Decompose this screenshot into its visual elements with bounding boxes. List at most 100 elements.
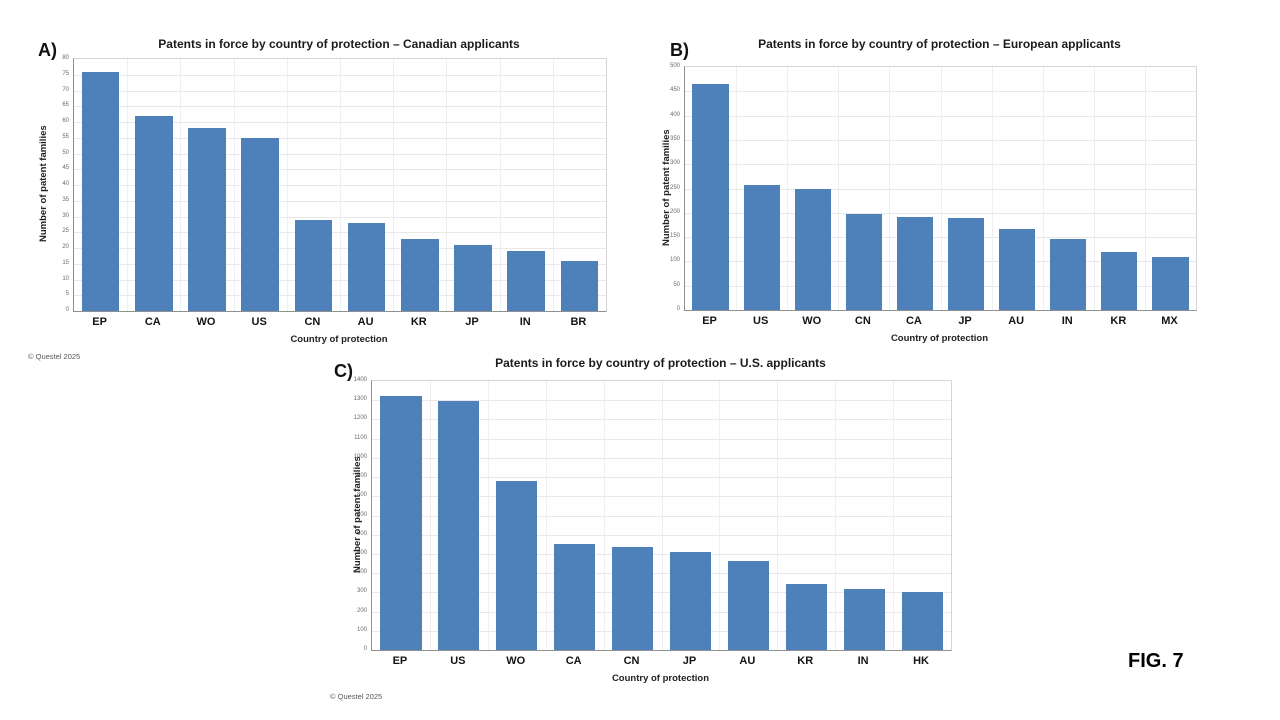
y-tick-label: 450 bbox=[669, 87, 680, 94]
bar bbox=[612, 547, 654, 650]
x-tick-label: KR bbox=[797, 655, 814, 667]
x-tick-label: JP bbox=[682, 655, 697, 667]
y-tick-label: 10 bbox=[62, 275, 69, 282]
bar bbox=[81, 71, 120, 311]
x-tick-label: EP bbox=[702, 315, 717, 327]
y-tick-label: 70 bbox=[62, 86, 69, 93]
y-tick-label: 0 bbox=[676, 306, 680, 312]
y-tick-label: 400 bbox=[669, 111, 680, 118]
bar bbox=[438, 401, 480, 650]
y-tick-label: 900 bbox=[356, 473, 367, 480]
bar bbox=[999, 228, 1036, 310]
y-tick-label: 150 bbox=[669, 233, 680, 240]
y-tick-label: 200 bbox=[356, 607, 367, 614]
gridline bbox=[429, 381, 431, 650]
bar bbox=[241, 137, 280, 311]
copyright-note: © Questel 2025 bbox=[330, 692, 383, 701]
x-tick-label: US bbox=[450, 655, 466, 667]
y-tick-label: 200 bbox=[669, 208, 680, 215]
gridline bbox=[940, 67, 942, 310]
y-tick-label: 15 bbox=[62, 259, 69, 266]
plot-area bbox=[684, 66, 1197, 311]
y-axis-title: Number of patent families bbox=[352, 456, 363, 573]
bar bbox=[1101, 252, 1138, 310]
x-tick-label: AU bbox=[739, 655, 756, 667]
y-tick-label: 65 bbox=[62, 102, 69, 109]
x-tick-label: WO bbox=[802, 315, 822, 327]
bar bbox=[554, 544, 596, 650]
bar bbox=[843, 589, 885, 650]
bar bbox=[560, 260, 599, 311]
x-tick-label: KR bbox=[1110, 315, 1127, 327]
y-axis-title: Number of patent families bbox=[661, 129, 672, 246]
y-tick-label: 100 bbox=[669, 257, 680, 264]
y-axis-title: Number of patent families bbox=[38, 125, 49, 243]
bar bbox=[896, 217, 934, 310]
gridline bbox=[736, 67, 738, 310]
y-tick-label: 45 bbox=[62, 165, 69, 172]
y-tick-label: 0 bbox=[65, 307, 69, 313]
x-tick-label: CN bbox=[623, 655, 640, 667]
y-tick-label: 1200 bbox=[353, 415, 367, 422]
gridline bbox=[838, 67, 840, 310]
y-tick-label: 300 bbox=[669, 160, 680, 167]
x-tick-label: HK bbox=[913, 655, 929, 667]
plot-area bbox=[371, 380, 952, 651]
bar bbox=[692, 84, 729, 310]
y-tick-label: 500 bbox=[669, 63, 680, 69]
gridline bbox=[233, 59, 235, 311]
x-tick-label: WO bbox=[196, 316, 216, 328]
y-tick-label: 60 bbox=[62, 118, 69, 124]
gridline bbox=[991, 67, 993, 310]
bar bbox=[794, 188, 831, 310]
y-tick-label: 5 bbox=[65, 291, 69, 298]
bar bbox=[188, 128, 226, 311]
y-tick-label: 20 bbox=[62, 244, 69, 250]
gridline bbox=[499, 59, 501, 311]
gridline bbox=[893, 381, 895, 650]
bar bbox=[947, 217, 985, 310]
y-tick-label: 400 bbox=[356, 569, 367, 576]
y-tick-label: 300 bbox=[356, 588, 367, 595]
y-tick-label: 500 bbox=[356, 549, 367, 556]
gridline bbox=[889, 67, 891, 310]
bar bbox=[1050, 239, 1087, 310]
x-tick-label: BR bbox=[570, 316, 587, 328]
x-axis-title: Country of protection bbox=[611, 673, 710, 684]
gridline bbox=[393, 59, 395, 311]
gridline bbox=[835, 381, 837, 650]
gridline bbox=[719, 381, 721, 650]
y-tick-label: 35 bbox=[62, 196, 69, 203]
bar bbox=[294, 219, 333, 311]
y-tick-label: 30 bbox=[62, 212, 69, 219]
gridline bbox=[545, 381, 547, 650]
x-axis-title: Country of protection bbox=[890, 333, 989, 344]
bar bbox=[727, 561, 769, 650]
gridline bbox=[1144, 67, 1146, 310]
panel-label: A) bbox=[38, 40, 57, 60]
gridline bbox=[127, 59, 129, 311]
bar bbox=[1152, 257, 1189, 310]
x-tick-label: EP bbox=[92, 316, 107, 328]
gridline bbox=[603, 381, 605, 650]
x-tick-label: JP bbox=[958, 315, 972, 327]
x-tick-label: US bbox=[753, 315, 769, 327]
x-tick-label: CA bbox=[905, 315, 922, 327]
y-tick-label: 600 bbox=[356, 530, 367, 537]
x-tick-label: MX bbox=[1161, 315, 1178, 327]
gridline bbox=[1042, 67, 1044, 310]
gridline bbox=[286, 59, 288, 311]
x-tick-label: AU bbox=[1008, 315, 1025, 327]
y-tick-label: 55 bbox=[62, 133, 69, 140]
y-tick-label: 700 bbox=[356, 511, 367, 518]
x-tick-label: IN bbox=[857, 655, 869, 667]
y-tick-label: 100 bbox=[356, 626, 367, 633]
bar bbox=[347, 222, 386, 311]
x-tick-label: AU bbox=[357, 316, 374, 328]
x-tick-label: CA bbox=[565, 655, 582, 667]
y-tick-label: 800 bbox=[356, 492, 367, 499]
x-tick-label: WO bbox=[506, 655, 526, 667]
x-tick-label: CA bbox=[144, 316, 161, 328]
copyright-note: © Questel 2025 bbox=[28, 352, 81, 361]
gridline bbox=[446, 59, 448, 311]
